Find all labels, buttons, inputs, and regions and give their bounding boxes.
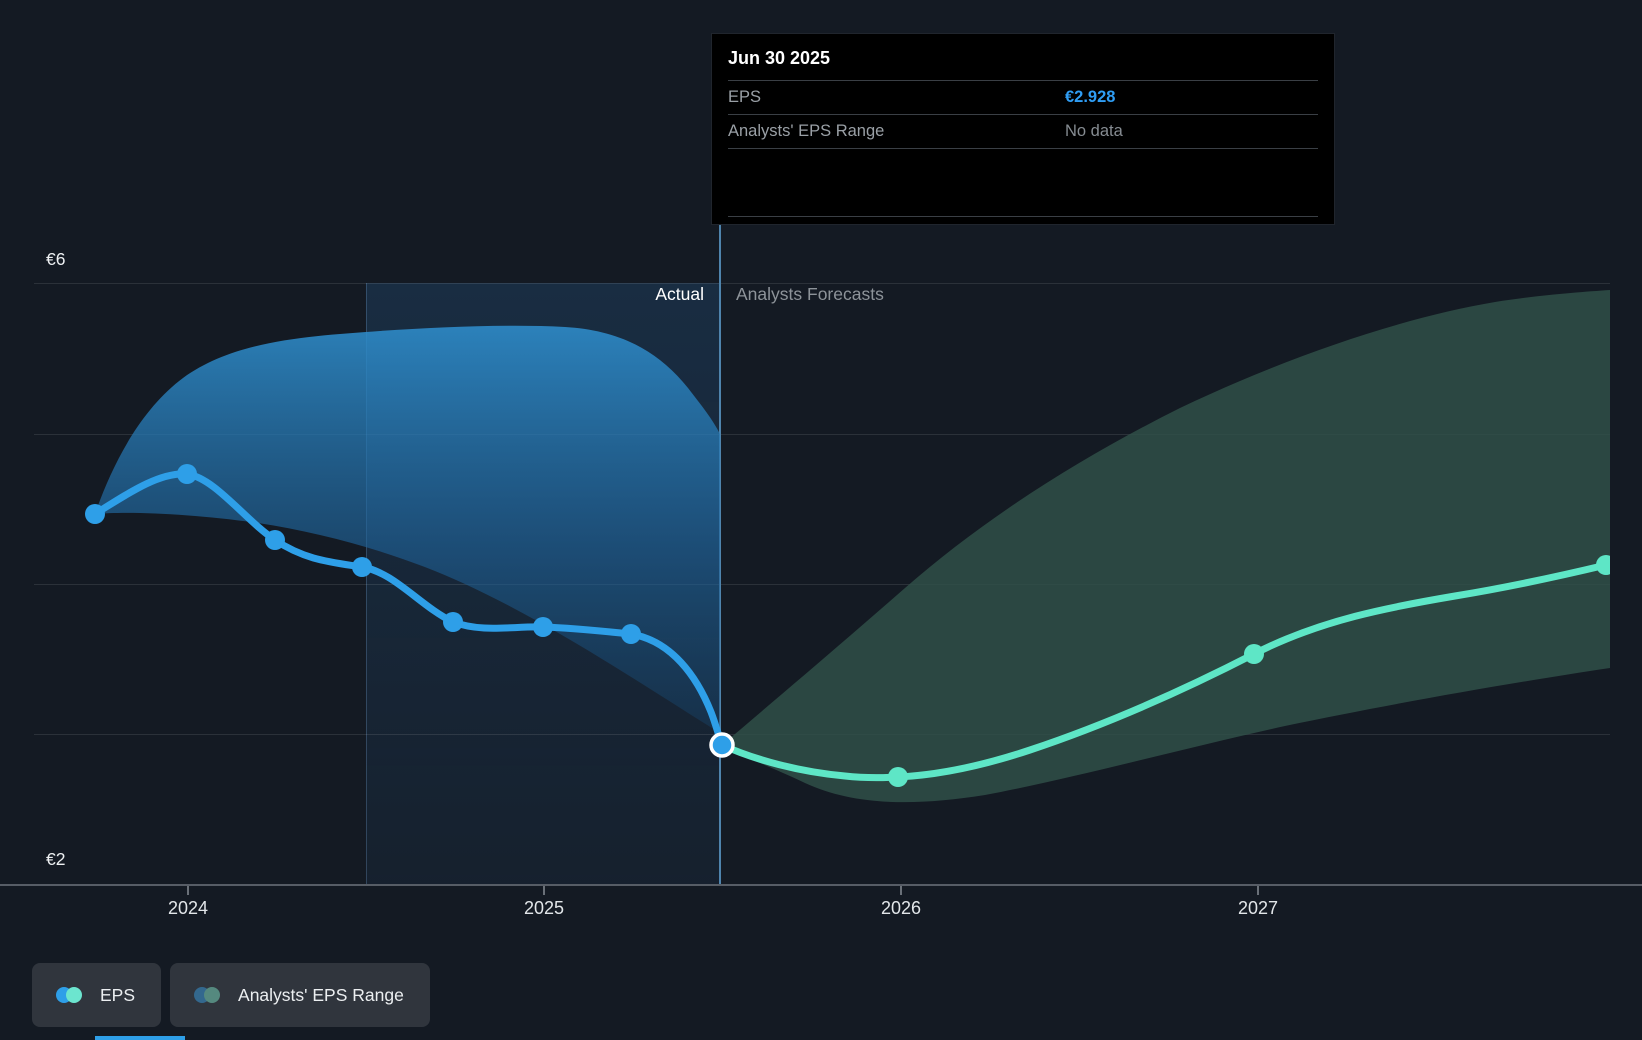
eps-point-dec-2026[interactable] bbox=[1244, 644, 1264, 664]
tooltip-eps-row: EPS €2.928 bbox=[728, 81, 1318, 115]
tooltip-range-label: Analysts' EPS Range bbox=[728, 122, 885, 140]
gridline-4 bbox=[34, 584, 1610, 585]
gridline-6 bbox=[34, 283, 1610, 284]
eps-legend-icon bbox=[56, 987, 82, 1003]
eps-point-dec-2027[interactable] bbox=[1596, 555, 1616, 575]
eps-teal-dot-icon bbox=[66, 987, 82, 1003]
eps-point-jun-2024[interactable] bbox=[352, 557, 372, 577]
legend-eps-label: EPS bbox=[100, 984, 136, 1005]
x-tick-2027 bbox=[1257, 886, 1259, 895]
x-axis-label-2025: 2025 bbox=[523, 898, 565, 918]
eps-point-mar-2024[interactable] bbox=[265, 530, 285, 550]
range-teal-dot-icon bbox=[204, 987, 221, 1003]
eps-point-mar-2025[interactable] bbox=[621, 624, 641, 644]
x-tick-2025 bbox=[543, 886, 545, 895]
x-axis-label-2024: 2024 bbox=[167, 898, 209, 918]
y-axis-label-bottom: €2 bbox=[46, 849, 66, 869]
tooltip-footer-divider bbox=[728, 216, 1318, 217]
x-axis-label-2027: 2027 bbox=[1237, 898, 1279, 918]
tooltip-eps-label: EPS bbox=[728, 88, 762, 106]
x-axis-label-2026: 2026 bbox=[880, 898, 922, 918]
forecast-eps-line bbox=[718, 561, 1610, 782]
x-axis-line bbox=[0, 884, 1642, 886]
eps-point-dec-2024[interactable] bbox=[533, 617, 553, 637]
actual-phase-label: Actual bbox=[655, 284, 704, 304]
legend-range-chip[interactable]: Analysts' EPS Range bbox=[170, 963, 430, 1027]
eps-point-sep-2024[interactable] bbox=[443, 612, 463, 632]
tooltip-range-row: Analysts' EPS Range No data bbox=[728, 115, 1318, 149]
forecast-range-band bbox=[722, 290, 1610, 803]
tooltip-eps-value: €2.928 bbox=[1065, 88, 1116, 106]
y-axis-label-top: €6 bbox=[46, 249, 66, 269]
x-tick-2026 bbox=[900, 886, 902, 895]
legend-eps-chip[interactable]: EPS bbox=[32, 963, 162, 1027]
bottom-scroll-indicator[interactable] bbox=[95, 1036, 185, 1040]
eps-point-dec-2025[interactable] bbox=[888, 767, 908, 787]
forecast-eps-points bbox=[888, 555, 1616, 787]
tooltip-range-value: No data bbox=[1065, 122, 1123, 140]
range-legend-icon bbox=[194, 987, 221, 1003]
tooltip-date: Jun 30 2025 bbox=[728, 48, 1318, 81]
legend-range-label: Analysts' EPS Range bbox=[238, 984, 404, 1005]
chart-legend: EPS Analysts' EPS Range bbox=[32, 963, 430, 1027]
x-tick-2024 bbox=[187, 886, 189, 895]
selected-point-jun-2025[interactable] bbox=[709, 732, 735, 758]
eps-point-sep-2023[interactable] bbox=[85, 504, 105, 524]
historical-eps-band bbox=[95, 325, 720, 733]
actual-eps-points bbox=[85, 464, 641, 644]
chart-tooltip: Jun 30 2025 EPS €2.928 Analysts' EPS Ran… bbox=[711, 33, 1335, 225]
eps-point-dec-2023[interactable] bbox=[177, 464, 197, 484]
gridline-5 bbox=[34, 434, 1610, 435]
forecast-phase-label: Analysts Forecasts bbox=[736, 284, 884, 304]
